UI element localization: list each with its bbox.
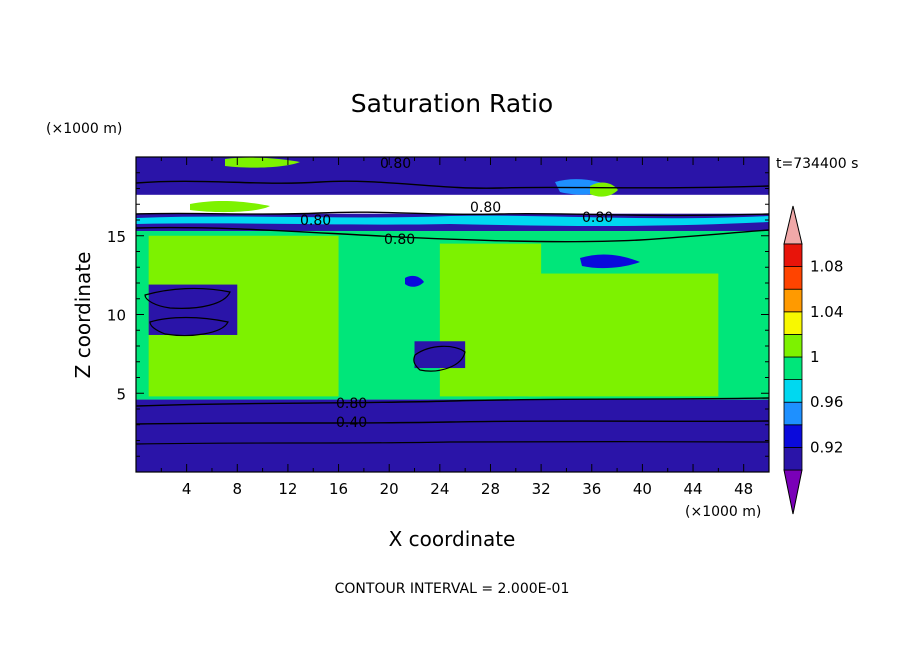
x-tick-label: 48: [734, 480, 753, 498]
saturation-field: [136, 157, 769, 472]
colorbar-segment: [783, 356, 803, 381]
colorbar-tick-label: 0.96: [810, 393, 843, 411]
field-region: [528, 273, 719, 397]
x-tick-label: 32: [532, 480, 551, 498]
contour-label: 0.80: [384, 232, 415, 248]
field-detail-layer: [136, 157, 769, 445]
y-tick-label: 5: [116, 385, 126, 403]
colorbar-segment: [783, 288, 803, 313]
contour-line: [136, 180, 769, 189]
contour-line: [144, 287, 231, 309]
colorbar-segment: [783, 243, 803, 268]
x-tick-label: 36: [582, 480, 601, 498]
contour-label: 0.80: [380, 156, 411, 172]
y-tick-label: 15: [107, 228, 126, 246]
colorbar-segment: [783, 424, 803, 448]
contour-labels: 0.80 0.80 0.80 0.80 0.80 0.80 0.40: [300, 156, 613, 431]
contour-line: [136, 420, 769, 425]
colorbar-segment: [783, 311, 803, 335]
upper-green-patch: [190, 200, 270, 213]
contour-label: 0.80: [582, 210, 613, 226]
upper-green-patch-2: [590, 182, 618, 197]
contour-line: [136, 397, 769, 407]
time-label: t=734400 s: [776, 156, 858, 172]
colorbar-segment: [783, 379, 803, 403]
field-region: [136, 399, 769, 472]
colorbar-tick-label: 0.92: [810, 438, 843, 456]
colorbar: 0.92 0.96 1 1.04 1.08: [783, 205, 843, 515]
colorbar-segment: [783, 266, 803, 290]
x-tick-label: 24: [430, 480, 449, 498]
y-tick-label: 10: [107, 307, 126, 325]
colorbar-max-triangle: [783, 205, 803, 245]
colorbar-min-triangle: [783, 469, 803, 515]
x-tick-label: 28: [481, 480, 500, 498]
x-tick-label: 4: [182, 480, 192, 498]
x-axis-label: X coordinate: [389, 527, 516, 551]
x-tick-label: 40: [633, 480, 652, 498]
colorbar-tick-label: 1.08: [810, 258, 843, 276]
field-region: [414, 341, 466, 369]
x-tick-label: 8: [233, 480, 243, 498]
contour-label: 0.80: [300, 213, 331, 229]
contour-line: [136, 211, 769, 217]
contour-line: [149, 316, 229, 337]
colorbar-segment: [783, 446, 803, 471]
chart-title: Saturation Ratio: [351, 89, 553, 118]
colorbar-tick-label: 1.04: [810, 303, 843, 321]
x-tick-label: 20: [380, 480, 399, 498]
mid-blue-patch-2: [405, 275, 424, 287]
x-tick-label: 12: [278, 480, 297, 498]
colorbar-segment: [783, 401, 803, 426]
top-green-patch: [225, 157, 300, 168]
x-tick-label: 44: [683, 480, 702, 498]
contour-line: [136, 440, 769, 445]
colorbar-segment: [783, 333, 803, 358]
y-unit-label: (×1000 m): [46, 121, 122, 137]
x-unit-label: (×1000 m): [685, 504, 761, 520]
field-region: [148, 284, 238, 335]
colorbar-tick-label: 1: [810, 348, 820, 366]
contour-interval-note: CONTOUR INTERVAL = 2.000E-01: [335, 581, 570, 597]
upper-cyan-band: [136, 215, 769, 226]
contour-label: 0.40: [336, 415, 367, 431]
contour-line: [136, 226, 769, 243]
field-region: [439, 243, 542, 397]
y-axis-label: Z coordinate: [71, 252, 95, 379]
contour-label: 0.80: [470, 200, 501, 216]
contour-line: [413, 345, 466, 372]
mid-blue-patch: [580, 254, 640, 269]
contour-label: 0.80: [336, 396, 367, 412]
x-tick-label: 16: [329, 480, 348, 498]
